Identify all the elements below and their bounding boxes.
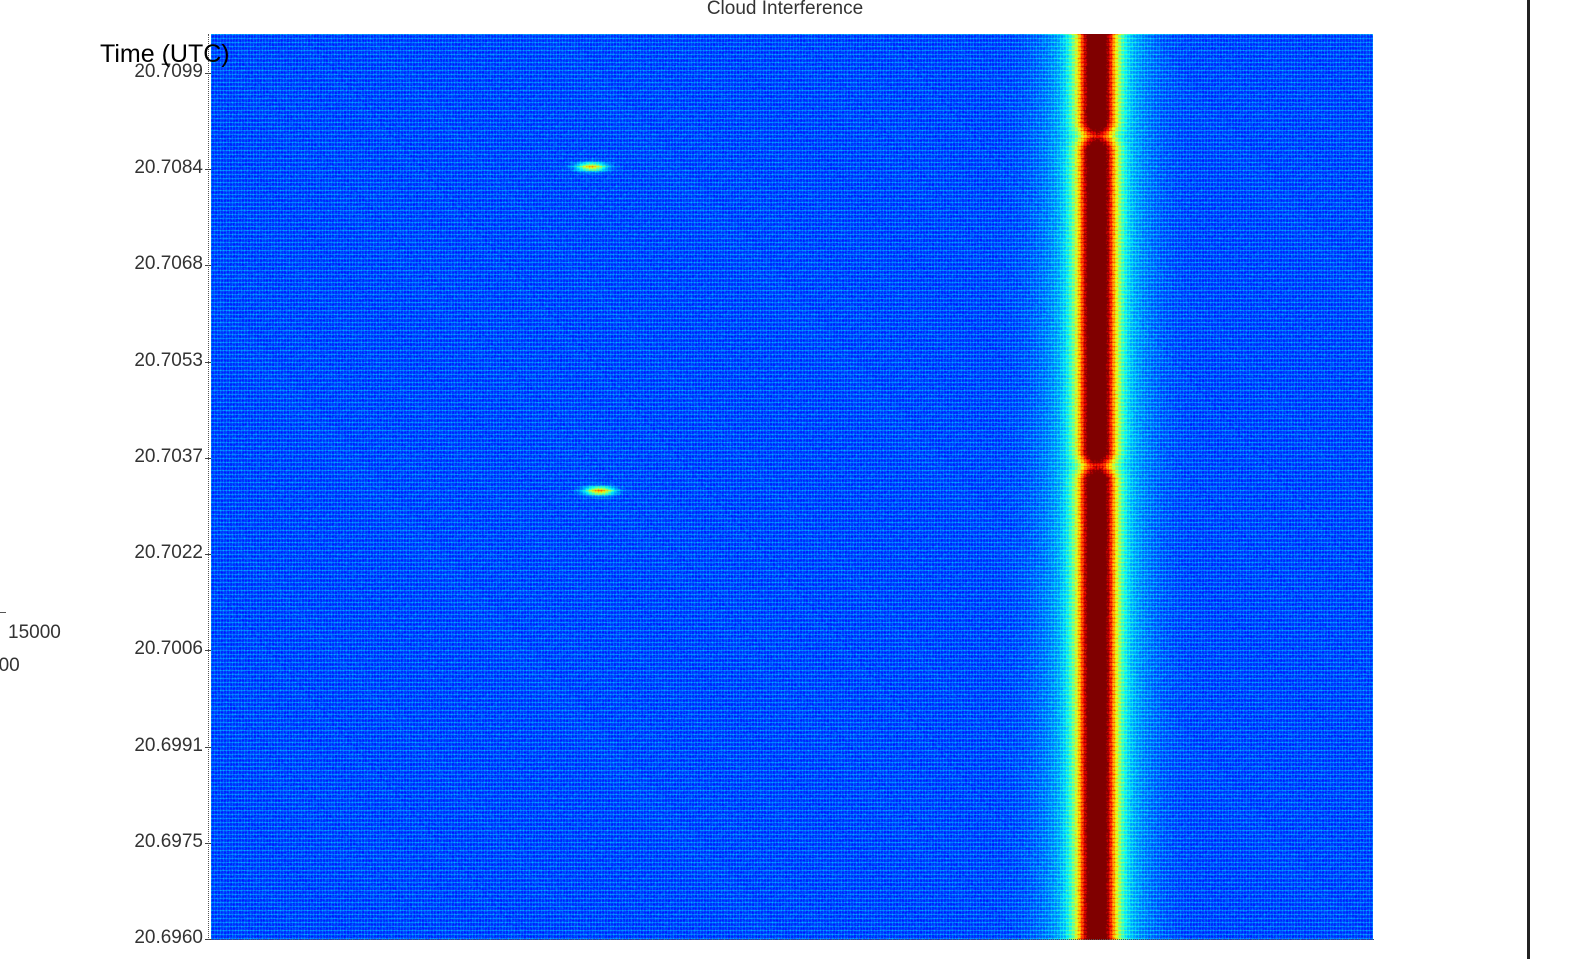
y-tick-mark [205, 265, 211, 267]
y-tick-label: 20.6975 [134, 830, 203, 852]
y-tick-label: 20.7099 [134, 61, 203, 82]
y-tick-mark [205, 457, 211, 459]
heatmap-canvas[interactable] [211, 34, 1373, 940]
y-tick-mark [205, 650, 211, 652]
y-tick-mark [205, 169, 211, 171]
y-tick-mark [205, 939, 211, 940]
y-tick-label: 20.7037 [134, 445, 203, 467]
colorbar-tick [0, 612, 6, 613]
y-tick-mark [205, 361, 211, 363]
x-axis-line [208, 939, 1374, 940]
y-axis-label: Time (UTC) [100, 40, 230, 68]
y-tick-mark [205, 554, 211, 556]
y-tick-label: 20.7084 [134, 157, 203, 179]
y-tick-label: 20.7006 [134, 638, 203, 660]
y-tick-mark [205, 73, 211, 74]
chart-title: Cloud Interference [706, 0, 864, 19]
colorbar-label-high: 15000 [8, 622, 61, 643]
panel-divider [1527, 0, 1530, 959]
y-tick-label: 20.6960 [134, 927, 203, 948]
y-axis-line [208, 34, 209, 940]
y-tick-mark [205, 842, 211, 844]
y-tick-mark [205, 746, 211, 748]
heatmap-plot-area[interactable] [211, 34, 1373, 940]
colorbar-label-low: 500 [0, 655, 20, 676]
y-tick-label: 20.7068 [134, 253, 203, 275]
y-tick-label: 20.6991 [134, 734, 203, 756]
y-tick-label: 20.7022 [134, 542, 203, 564]
y-tick-label: 20.7053 [134, 349, 203, 371]
